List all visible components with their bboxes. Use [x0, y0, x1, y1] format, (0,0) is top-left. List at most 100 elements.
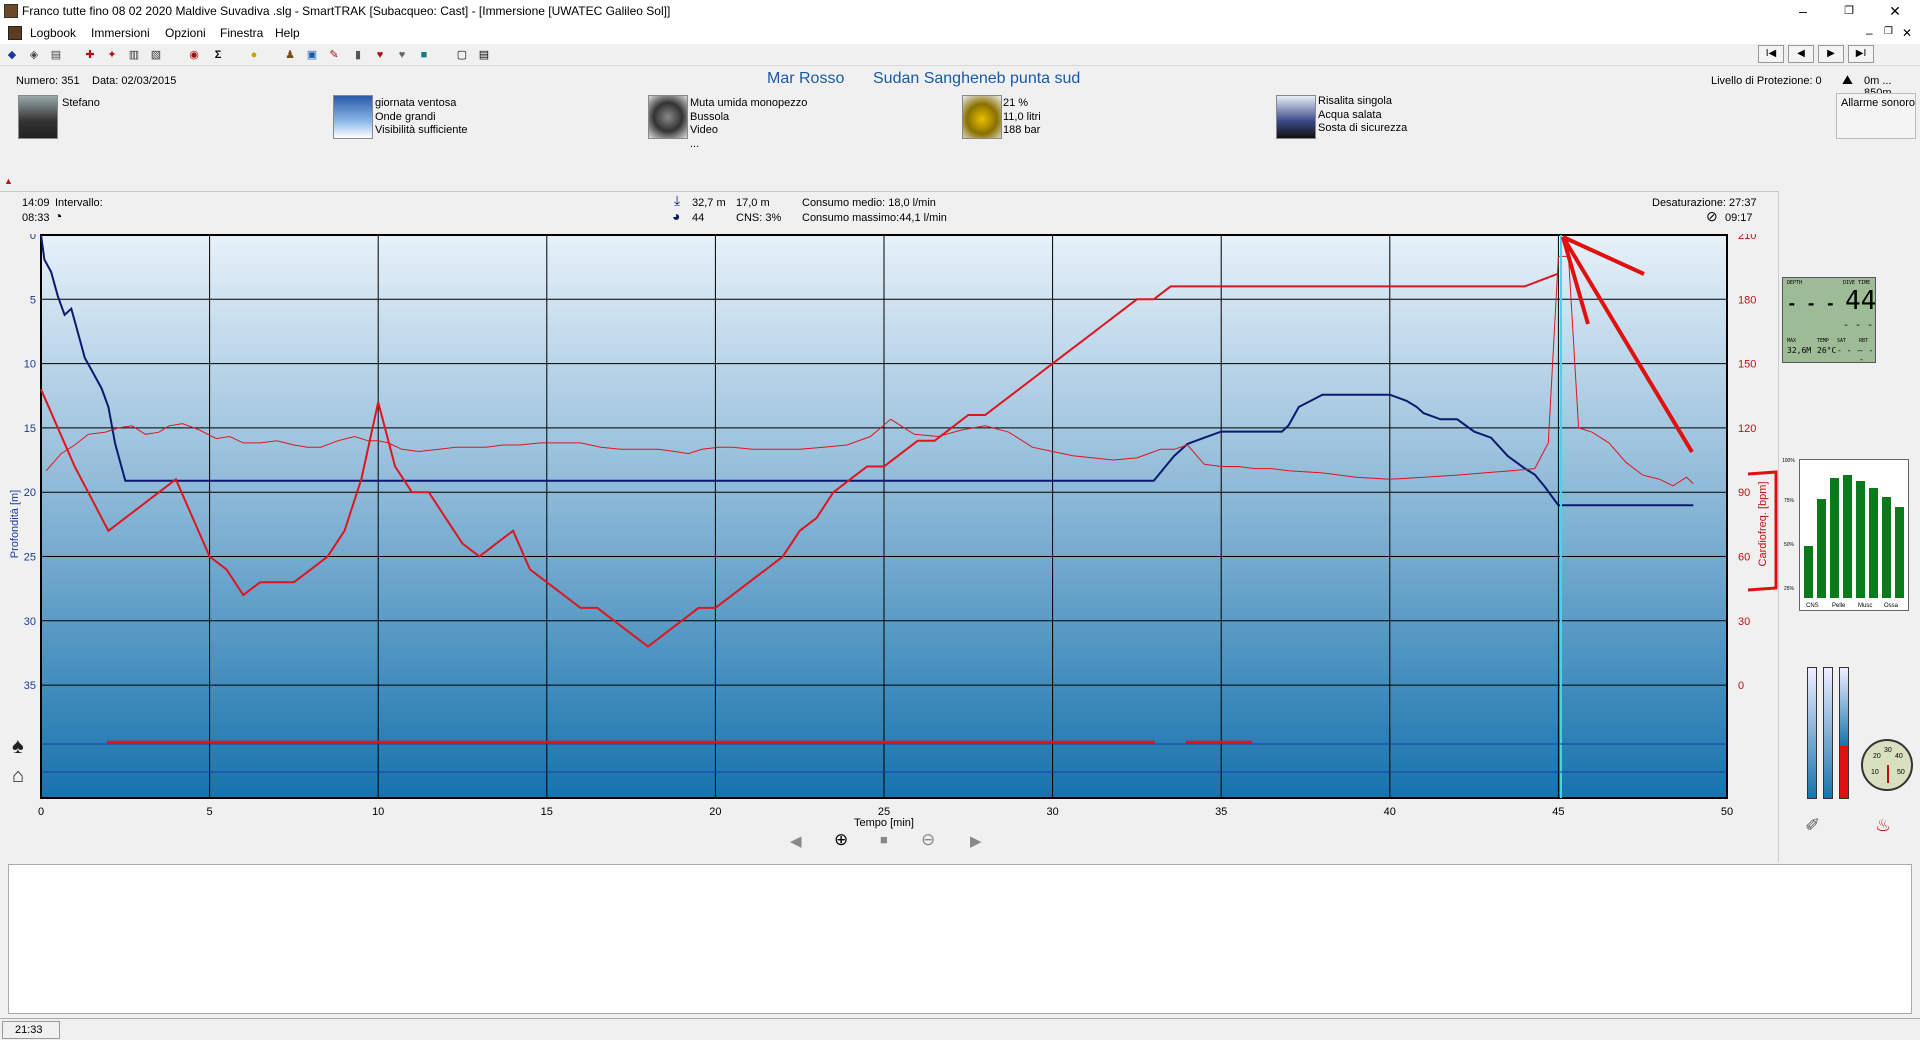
graph-prev-button[interactable]: ◀: [790, 833, 802, 850]
weather-info: giornata ventosa Onde grandi Visibilità …: [375, 97, 468, 138]
next-dive-button[interactable]: ▶: [1818, 45, 1844, 63]
minimize-button[interactable]: –: [1799, 3, 1807, 19]
saturation-bars: [1800, 460, 1910, 612]
weather-image[interactable]: [333, 95, 373, 139]
map-icon[interactable]: ▣: [306, 49, 318, 61]
open-logbook-icon[interactable]: ◆: [7, 49, 17, 61]
dive-type-image[interactable]: [1276, 95, 1316, 139]
gauge-needle: [1887, 765, 1889, 783]
tank-gauge: 20 30 40 10 50: [1861, 739, 1913, 791]
window-split-icon[interactable]: ▤: [478, 49, 490, 61]
copy-icon[interactable]: ▧: [150, 49, 162, 61]
close-button[interactable]: ✕: [1889, 3, 1901, 19]
menu-opzioni[interactable]: Opzioni: [165, 26, 206, 40]
site-label[interactable]: Sudan Sangheneb punta sud: [873, 70, 1081, 87]
grid: [41, 235, 1727, 798]
protection-level: Livello di Protezione: 0: [1711, 75, 1822, 87]
x-tick-label: 45: [1552, 806, 1564, 818]
export-icon[interactable]: ◉: [189, 49, 199, 61]
child-restore-button[interactable]: ❐: [1884, 26, 1893, 37]
computer-icon[interactable]: ■: [420, 49, 428, 61]
saturation-bar: [1895, 507, 1904, 598]
child-minimize-button[interactable]: –: [1866, 26, 1873, 40]
y-right-tick-label: 0: [1738, 680, 1744, 692]
maximize-button[interactable]: ❐: [1844, 5, 1854, 17]
tissue-column-2: [1823, 667, 1833, 799]
y-right-tick-label: 150: [1738, 359, 1756, 371]
region-label[interactable]: Mar Rosso: [767, 70, 845, 87]
y-left-tick-label: 25: [24, 552, 36, 564]
planner-icon[interactable]: ✎: [329, 49, 339, 61]
annotation-arrow-3: [1561, 235, 1694, 454]
alarm-box: Allarme sonoro: [1836, 93, 1916, 139]
first-dive-button[interactable]: I◀: [1758, 45, 1784, 63]
title-bar: Franco tutte fino 08 02 2020 Maldive Suv…: [0, 0, 1920, 24]
dc-depth-value: - - -: [1787, 294, 1836, 313]
print-icon[interactable]: ▤: [50, 49, 62, 61]
tank-icon[interactable]: ▮: [354, 49, 362, 61]
tank-image[interactable]: [962, 95, 1002, 139]
saturation-bar: [1882, 496, 1891, 598]
menu-logbook[interactable]: Logbook: [30, 26, 77, 40]
no-fly-icon: ⊘: [1706, 208, 1718, 224]
zoom-in-button[interactable]: ⊕: [834, 830, 849, 849]
save-icon[interactable]: ◈: [29, 49, 39, 61]
profile-svg[interactable]: 0 5 10 15 20 25 30 35 40 45 50 0 5 10 15 20 25 30 35 210 180…: [0, 234, 1778, 864]
y-left-tick-label: 15: [24, 423, 36, 435]
heart-icon[interactable]: ♥: [376, 49, 384, 61]
x-tick-label: 15: [541, 806, 553, 818]
menu-finestra[interactable]: Finestra: [220, 26, 264, 40]
y-right-tick-label: 90: [1738, 487, 1750, 499]
toolbar: ◆ ◈ ▤ ✚ ✦ ▥ ▧ ◉ Σ ● ♟ ▣ ✎ ▮ ♥ ♥ ■ ▢ ▤: [0, 44, 1920, 66]
tissue-column-3: [1839, 667, 1849, 799]
y-left-tick-label: 35: [24, 680, 36, 692]
diver-icon[interactable]: ♟: [285, 49, 295, 61]
sat-label-musc: Musc: [1858, 603, 1873, 609]
avg-consumption: Consumo medio: 18,0 l/min: [802, 197, 936, 209]
menu-help[interactable]: Help: [275, 26, 300, 40]
dive-type-line-2: Acqua salata: [1318, 108, 1382, 121]
tank-volume: 11,0 litri: [1003, 110, 1041, 123]
window-single-icon[interactable]: ▢: [456, 49, 468, 61]
no-fly-time: 09:17: [1725, 212, 1753, 224]
x-tick-label: 10: [372, 806, 384, 818]
dc-temp-label: TEMP: [1817, 338, 1830, 344]
pipette-icon[interactable]: ✐: [1805, 815, 1821, 835]
dive-profile-graph[interactable]: 0 5 10 15 20 25 30 35 40 45 50 0 5 10 15 20 25 30 35 210 180…: [0, 234, 1778, 864]
delete-icon[interactable]: ▥: [128, 49, 140, 61]
download-icon[interactable]: ✚: [85, 49, 95, 61]
buddy-photo[interactable]: [18, 95, 58, 139]
previous-dive-button[interactable]: ◀: [1788, 45, 1814, 63]
gauge-tick-10: 10: [1871, 769, 1879, 776]
x-tick-label: 35: [1215, 806, 1227, 818]
collapse-arrow-icon[interactable]: ▲: [4, 176, 13, 186]
notes-textarea[interactable]: [8, 864, 1912, 1014]
dc-max-label: MAX: [1787, 338, 1797, 344]
gauge-tick-30: 30: [1884, 747, 1892, 754]
stop-button[interactable]: ■: [880, 832, 888, 847]
add-dive-icon[interactable]: ✦: [107, 49, 117, 61]
graph-next-button[interactable]: ▶: [970, 833, 982, 850]
max-consumption: Consumo massimo:44,1 l/min: [802, 212, 947, 224]
saturation-bar: [1843, 474, 1852, 598]
last-dive-button[interactable]: ▶I: [1848, 45, 1874, 63]
equipment-image[interactable]: [648, 95, 688, 139]
zoom-out-button[interactable]: ⊖: [921, 830, 936, 849]
equipment-line-1: Muta umida monopezzo: [690, 97, 808, 109]
child-close-button[interactable]: ✕: [1902, 26, 1913, 40]
dive-info-panel: [0, 66, 1920, 191]
statistics-icon[interactable]: Σ: [214, 49, 222, 61]
dc-temperature: 26°C: [1817, 346, 1837, 355]
light-icon[interactable]: ●: [250, 49, 258, 61]
saturation-bar: [1830, 478, 1839, 598]
menu-immersioni[interactable]: Immersioni: [91, 26, 150, 40]
sat-tick-75: 75%: [1784, 498, 1795, 504]
max-depth-icon: ⤓: [674, 192, 681, 208]
favourite-icon[interactable]: ♥: [398, 49, 406, 61]
flame-icon[interactable]: ♨: [1875, 815, 1892, 835]
tank-info: 21 % 11,0 litri 188 bar: [1003, 97, 1041, 138]
y-right-axis-label: Cardiofreq. [bpm]: [1757, 482, 1769, 567]
sat-tick-100: 100%: [1782, 458, 1795, 464]
dc-rb-label: RBT: [1859, 338, 1869, 344]
gauge-tick-50: 50: [1897, 769, 1905, 776]
